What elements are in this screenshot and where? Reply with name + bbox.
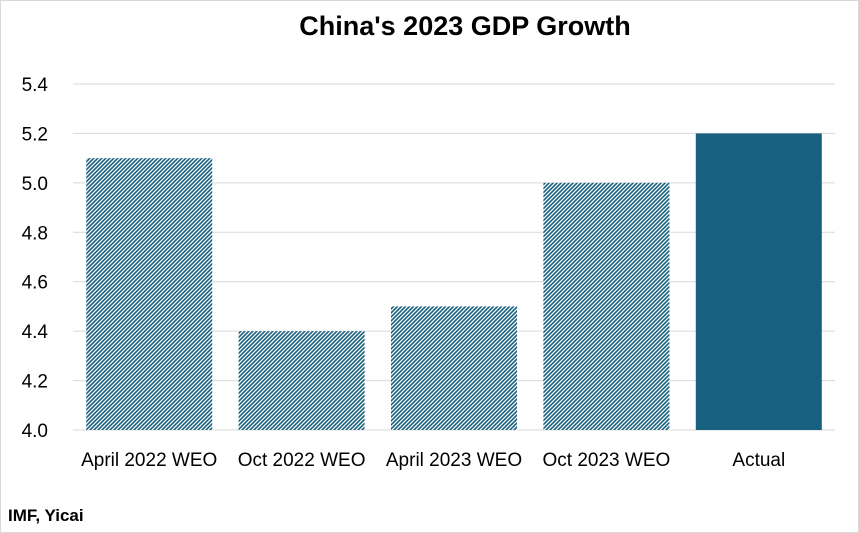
x-axis-labels: April 2022 WEO Oct 2022 WEO April 2023 WEO… bbox=[81, 450, 785, 471]
y-tick-label: 4.0 bbox=[22, 421, 48, 442]
bar-0 bbox=[86, 158, 213, 430]
x-category-label: April 2022 WEO bbox=[81, 450, 217, 471]
y-tick-label: 5.4 bbox=[22, 75, 49, 96]
y-axis-ticks: 4.0 4.2 4.4 4.6 4.8 5.0 5.2 5.4 bbox=[22, 75, 49, 442]
y-tick-label: 4.2 bbox=[22, 372, 48, 393]
bar-3 bbox=[543, 182, 670, 430]
x-category-label: April 2023 WEO bbox=[386, 450, 522, 471]
bar-2 bbox=[391, 306, 517, 430]
y-tick-label: 5.0 bbox=[22, 174, 48, 195]
x-category-label: Oct 2023 WEO bbox=[543, 450, 671, 471]
source-note: IMF, Yicai bbox=[8, 506, 84, 525]
y-tick-label: 5.2 bbox=[22, 124, 48, 145]
x-category-label: Actual bbox=[732, 450, 785, 471]
y-tick-label: 4.6 bbox=[22, 273, 48, 294]
chart-title: China's 2023 GDP Growth bbox=[299, 11, 631, 41]
bars bbox=[86, 133, 822, 430]
bar-4 bbox=[695, 133, 822, 430]
bar-1 bbox=[238, 331, 365, 430]
y-tick-label: 4.8 bbox=[22, 223, 48, 244]
x-category-label: Oct 2022 WEO bbox=[238, 450, 366, 471]
y-tick-label: 4.4 bbox=[22, 322, 49, 343]
